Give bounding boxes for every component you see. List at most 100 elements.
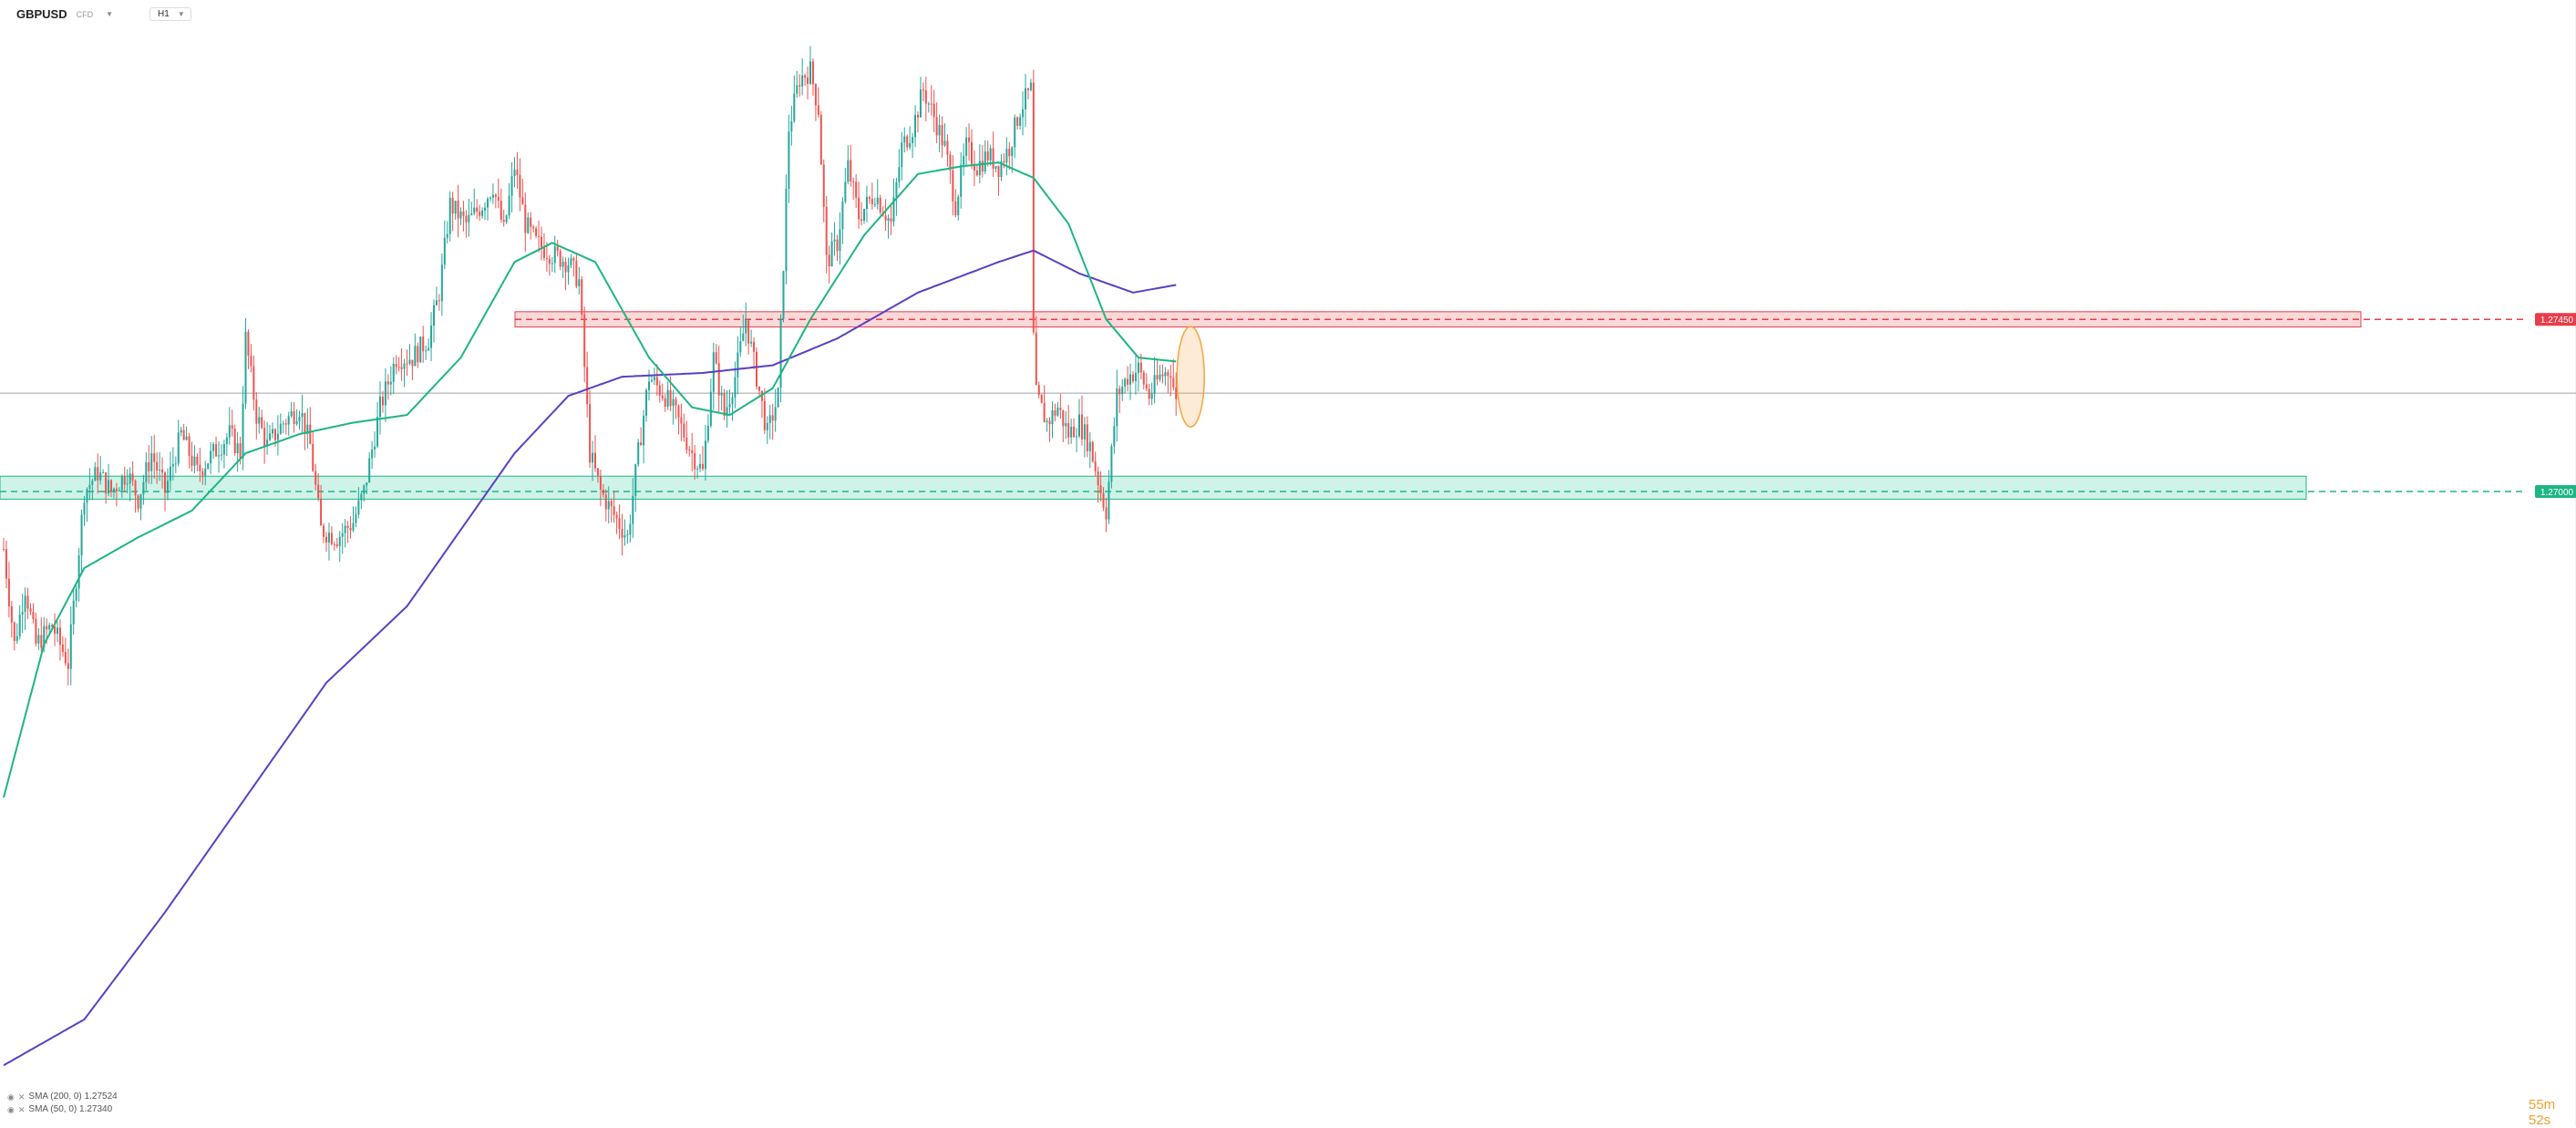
candle-down [325, 536, 327, 543]
candle-down [757, 386, 760, 391]
candle-down [702, 463, 704, 470]
candle-down [596, 468, 599, 477]
candle-up [505, 215, 508, 222]
candle-up [1011, 147, 1014, 157]
candle-up [919, 89, 922, 118]
candle-down [451, 197, 454, 214]
legend-row-sma200[interactable]: ◉ ✕ SMA (200, 0) 1.27524 [7, 1091, 118, 1103]
highlight-ellipse [1176, 326, 1205, 428]
candle-down [7, 578, 10, 606]
candle-down [134, 481, 137, 496]
candle-up [938, 125, 941, 136]
symbol-name[interactable]: GBPUSD [16, 7, 67, 21]
candle-down [621, 528, 623, 538]
candle-up [742, 333, 745, 341]
candle-up [696, 468, 699, 470]
candle-up [643, 415, 645, 446]
candle-up [960, 164, 963, 197]
candle-up [737, 352, 739, 378]
candle-down [664, 398, 666, 408]
candle-down [422, 336, 425, 352]
candle-up [99, 472, 102, 481]
candle-up [244, 331, 247, 404]
candle-up [876, 197, 879, 204]
candle-down [675, 398, 677, 406]
candle-down [836, 239, 839, 252]
candle-up [1137, 362, 1139, 373]
candle-up [508, 195, 510, 216]
candle-down [613, 506, 615, 515]
close-icon[interactable]: ✕ [17, 1105, 26, 1114]
candle-up [43, 626, 46, 648]
candle-up [24, 595, 26, 612]
candle-up [666, 389, 669, 408]
candle-up [129, 473, 131, 484]
candle-up [366, 482, 368, 486]
candle-up [145, 461, 148, 482]
candle-up [863, 209, 865, 221]
candle-down [312, 443, 314, 471]
candle-up [790, 120, 793, 132]
candle-up [150, 453, 153, 471]
candle-down [411, 359, 414, 367]
candle-up [782, 271, 785, 319]
candle-down [201, 471, 204, 476]
candle-down [261, 417, 263, 429]
candle-down [602, 489, 604, 495]
chevron-down-icon[interactable]: ▼ [106, 10, 114, 18]
candle-down [156, 461, 159, 471]
candle-down [314, 471, 317, 485]
candle-down [599, 476, 602, 490]
candle-up [699, 463, 702, 469]
candle-up [704, 440, 706, 470]
candle-up [72, 600, 75, 625]
eye-icon[interactable]: ◉ [7, 1105, 15, 1114]
candle-down [545, 257, 548, 259]
candle-down [519, 174, 521, 198]
candle-up [978, 160, 981, 176]
candle-down [521, 197, 524, 205]
candle-down [1008, 149, 1011, 157]
candle-up [1014, 117, 1016, 148]
candle-up [728, 404, 731, 408]
candle-up [489, 197, 491, 199]
candle-up [892, 197, 895, 222]
candle-up [672, 398, 675, 407]
candle-up [112, 488, 115, 492]
candle-down [1059, 407, 1062, 410]
candle-down [323, 525, 325, 537]
candle-down [500, 201, 502, 221]
candle-up [454, 201, 457, 214]
candle-down [986, 151, 989, 160]
candle-down [255, 399, 258, 424]
support-zone [0, 475, 2307, 500]
candle-down [346, 525, 349, 529]
candle-up [295, 420, 298, 424]
candle-down [717, 363, 720, 396]
candle-up [912, 137, 914, 144]
candle-up [734, 377, 737, 398]
candle-down [559, 251, 562, 267]
candle-down [680, 417, 683, 424]
candle-up [384, 381, 386, 406]
candle-down [252, 366, 255, 400]
candle-up [779, 318, 782, 388]
close-icon[interactable]: ✕ [17, 1092, 26, 1102]
candle-down [658, 385, 661, 396]
candle-up [242, 403, 244, 459]
timeframe-dropdown[interactable]: H1 ▼ [149, 7, 191, 21]
candle-down [858, 197, 860, 220]
eye-icon[interactable]: ◉ [7, 1092, 15, 1102]
candle-up [473, 207, 476, 213]
candle-up [419, 336, 422, 363]
candle-up [57, 627, 58, 635]
candle-down [215, 443, 218, 457]
sma200-line [3, 249, 1177, 1067]
candle-up [83, 502, 86, 515]
legend-row-sma50[interactable]: ◉ ✕ SMA (50, 0) 1.27340 [7, 1103, 118, 1116]
candle-down [497, 196, 500, 202]
candle-up [1083, 424, 1086, 440]
candle-down [799, 85, 801, 87]
candle-down [538, 235, 541, 237]
